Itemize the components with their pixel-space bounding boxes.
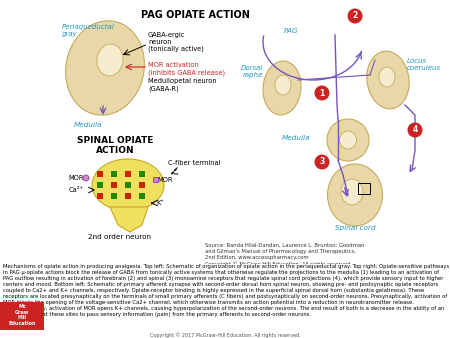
Text: Periaqueductal
gray: Periaqueductal gray [62,24,115,37]
Circle shape [83,175,89,181]
Text: MOR activation
(inhibits GABA release): MOR activation (inhibits GABA release) [148,62,225,75]
Bar [125,171,130,176]
Text: Locus
coeruleus: Locus coeruleus [407,58,441,71]
Circle shape [347,8,363,24]
Ellipse shape [275,75,291,95]
Text: PAG OPIATE ACTION: PAG OPIATE ACTION [140,10,249,20]
Text: 3: 3 [320,158,324,167]
Bar [111,182,117,188]
Bar [139,182,144,188]
Text: Medulla: Medulla [282,135,310,141]
Text: 2nd order neuron: 2nd order neuron [89,234,152,240]
Text: Source: Randa Hilal-Dandan, Laurence L. Brunton: Goodman
and Gilman's Manual of : Source: Randa Hilal-Dandan, Laurence L. … [205,243,364,267]
Text: GABA-ergic
neuron
(tonically active): GABA-ergic neuron (tonically active) [148,32,204,52]
Polygon shape [110,207,148,232]
Text: Dorsal
raphe: Dorsal raphe [241,65,263,78]
Text: C-fiber terminal: C-fiber terminal [168,160,220,166]
Ellipse shape [263,61,301,115]
Ellipse shape [327,119,369,161]
Bar [125,193,130,198]
Ellipse shape [379,67,395,87]
Bar [358,183,370,194]
Text: PAG: PAG [284,28,299,34]
Text: Medulla: Medulla [74,122,102,128]
Ellipse shape [328,164,382,226]
Circle shape [315,86,329,100]
Bar [153,177,158,182]
Ellipse shape [97,44,123,76]
Bar [97,193,103,198]
Text: MOR: MOR [68,175,84,181]
Ellipse shape [92,159,164,211]
Text: Ca²⁺: Ca²⁺ [69,187,84,193]
Text: 2: 2 [352,11,358,21]
Text: SPINAL OPIATE
ACTION: SPINAL OPIATE ACTION [77,136,153,155]
Bar [125,182,130,188]
Text: 1: 1 [320,89,324,97]
Text: Copyright © 2017 McGraw-Hill Education. All rights reserved.: Copyright © 2017 McGraw-Hill Education. … [149,332,301,338]
Text: Medullopetal neuron
(GABA-R): Medullopetal neuron (GABA-R) [148,78,216,92]
Text: Spinal cord: Spinal cord [335,225,375,231]
Circle shape [315,154,329,169]
FancyBboxPatch shape [0,302,44,330]
Text: MOR: MOR [157,177,172,183]
Ellipse shape [66,21,144,115]
Bar [139,171,144,176]
Text: Mc
Graw
Hill
Education: Mc Graw Hill Education [8,305,36,325]
Ellipse shape [341,179,363,205]
Bar [111,171,117,176]
Text: 4: 4 [412,125,418,135]
Bar [139,193,144,198]
Bar [111,193,117,198]
Bar [97,182,103,188]
Text: K⁺: K⁺ [156,200,164,206]
Text: Mechanisms of opiate action in producing analgesia. Top left: Schematic of organ: Mechanisms of opiate action in producing… [3,264,449,317]
Ellipse shape [367,51,409,109]
Bar [97,171,103,176]
Ellipse shape [339,131,356,149]
Circle shape [408,122,423,138]
